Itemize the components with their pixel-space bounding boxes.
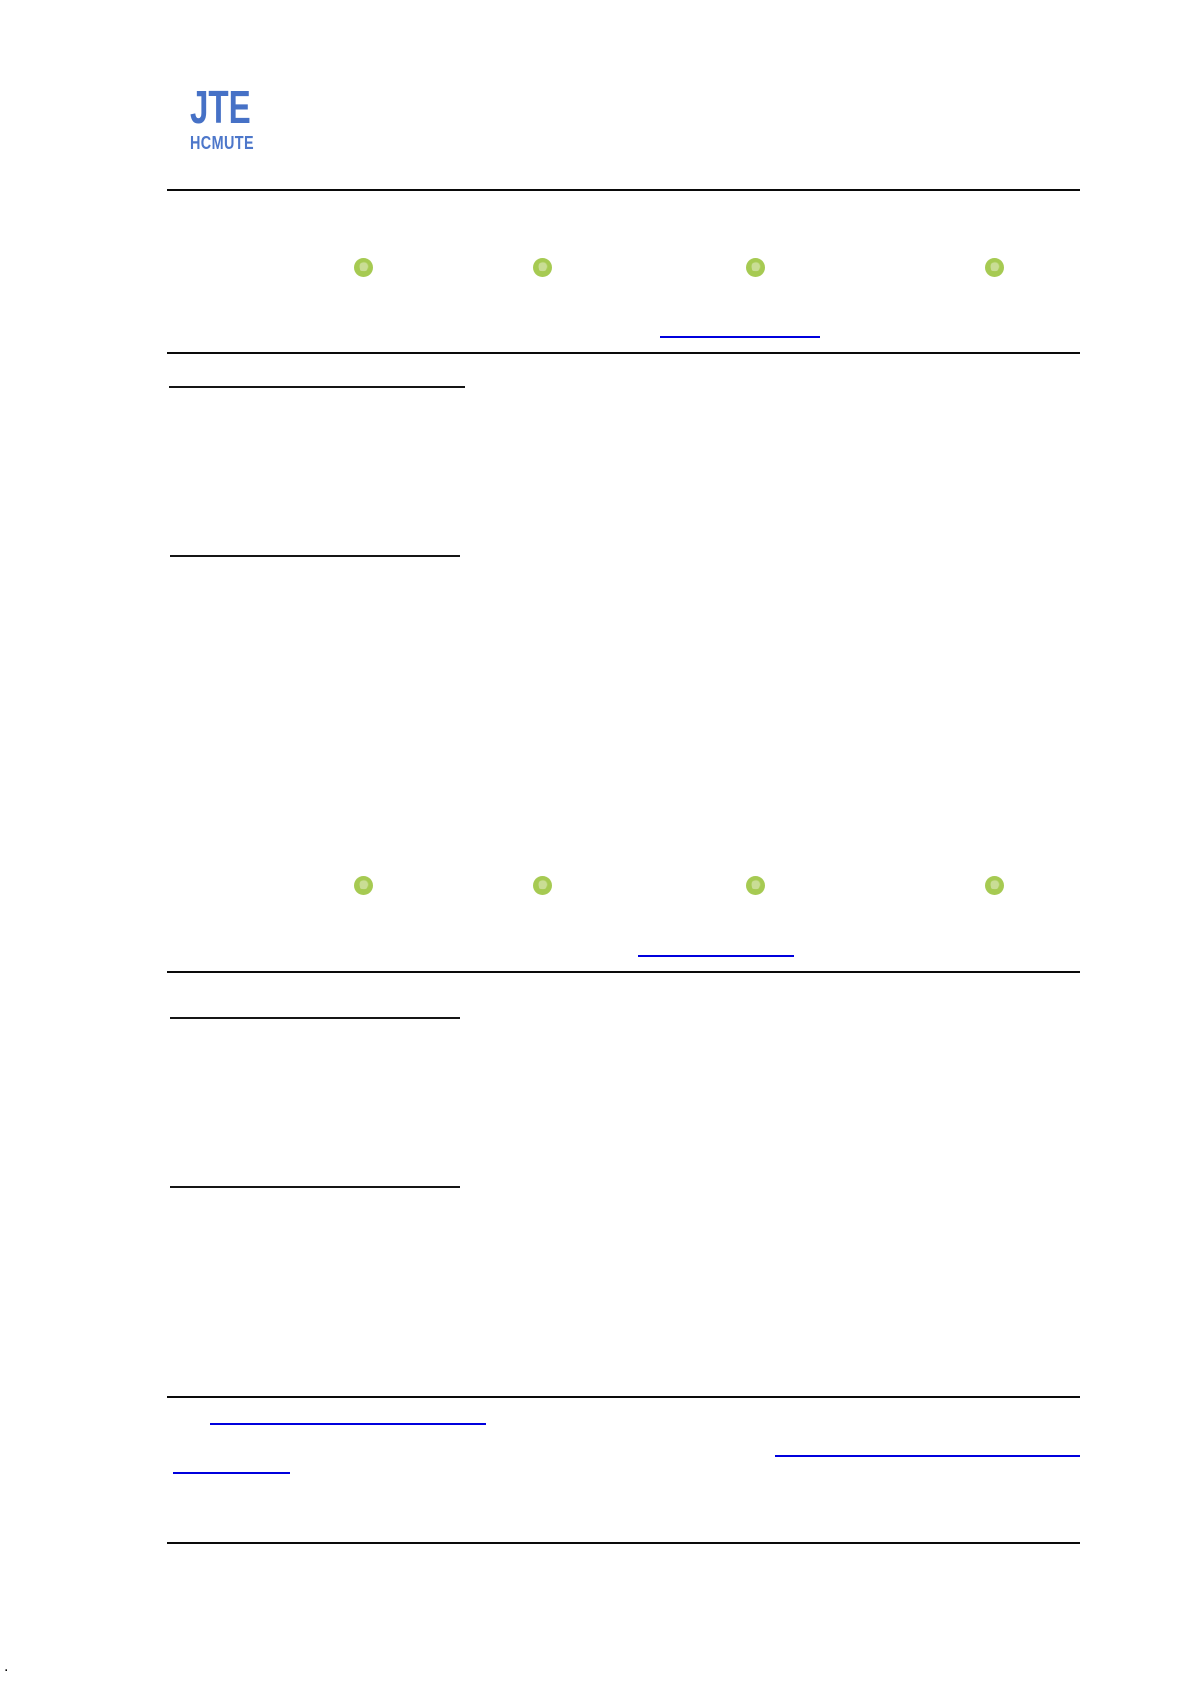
badge-icon[interactable] xyxy=(746,876,765,895)
badge-glyph xyxy=(752,881,759,889)
footer-link[interactable] xyxy=(775,1455,1080,1457)
heading-underline xyxy=(170,1186,460,1188)
divider-rule xyxy=(167,971,1080,973)
article-link[interactable] xyxy=(638,955,794,957)
divider-rule xyxy=(167,1396,1080,1398)
badge-glyph xyxy=(991,881,998,889)
heading-underline xyxy=(170,555,460,557)
logo-title: JTE xyxy=(190,81,251,133)
badge-icon[interactable] xyxy=(354,876,373,895)
badge-icon[interactable] xyxy=(985,258,1004,277)
divider-rule xyxy=(167,352,1080,354)
badge-glyph xyxy=(991,263,998,271)
badge-glyph xyxy=(539,881,546,889)
footer-link[interactable] xyxy=(210,1423,486,1425)
article-link[interactable] xyxy=(660,336,820,338)
badge-glyph xyxy=(360,881,367,889)
badge-icon[interactable] xyxy=(354,258,373,277)
badge-glyph xyxy=(360,263,367,271)
logo-subtitle: HCMUTE xyxy=(190,133,254,153)
badge-icon[interactable] xyxy=(533,258,552,277)
divider-rule xyxy=(167,189,1080,191)
badge-glyph xyxy=(752,263,759,271)
heading-underline xyxy=(169,386,465,388)
badge-glyph xyxy=(539,263,546,271)
divider-rule xyxy=(167,1542,1080,1544)
site-logo[interactable]: JTE HCMUTE xyxy=(190,84,274,154)
badge-icon[interactable] xyxy=(985,876,1004,895)
footer-link[interactable] xyxy=(173,1472,290,1474)
badge-icon[interactable] xyxy=(533,876,552,895)
badge-icon[interactable] xyxy=(746,258,765,277)
heading-underline xyxy=(170,1017,460,1019)
trailing-period: . xyxy=(4,1658,9,1675)
